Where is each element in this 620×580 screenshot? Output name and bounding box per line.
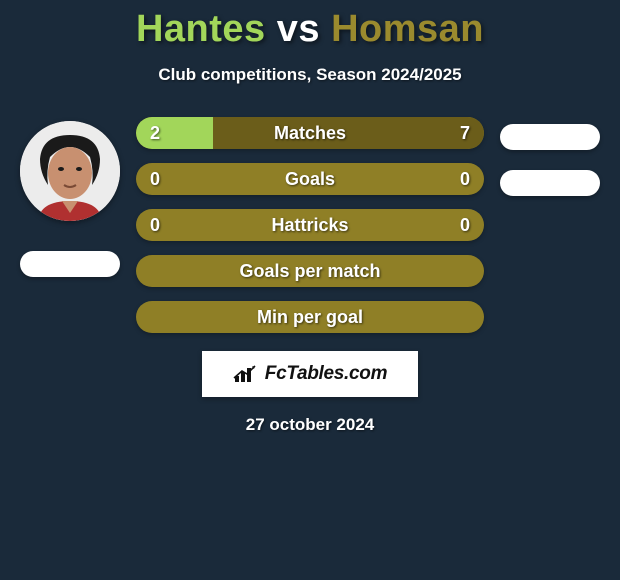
stat-bar: Goals per match: [136, 255, 484, 287]
date-text: 27 october 2024: [246, 415, 375, 435]
player2-column: [492, 117, 608, 333]
container: Hantes vs Homsan Club competitions, Seas…: [0, 0, 620, 435]
stat-bar: Min per goal: [136, 301, 484, 333]
bar-label: Hattricks: [136, 209, 484, 241]
brand-text: FcTables.com: [265, 363, 387, 385]
bar-value-left: 0: [150, 163, 160, 195]
title-vs: vs: [277, 8, 320, 50]
player1-avatar: [20, 121, 120, 221]
main-row: Matches27Goals00Hattricks00Goals per mat…: [0, 117, 620, 333]
bar-label: Goals per match: [136, 255, 484, 287]
stat-bar: Hattricks0 0: [136, 209, 484, 241]
stat-bar: Matches2 7: [136, 117, 484, 149]
player2-name-pill-1: [500, 124, 600, 150]
bar-label: Matches: [136, 117, 484, 149]
brand-box: FcTables.com: [202, 351, 418, 397]
page-title: Hantes vs Homsan: [136, 8, 484, 51]
bar-value-right: 0: [460, 163, 470, 195]
bar-label: Min per goal: [136, 301, 484, 333]
bar-label: Goals: [136, 163, 484, 195]
player1-column: [12, 117, 128, 333]
stat-bar: Goals0 0: [136, 163, 484, 195]
bar-value-right: 7: [460, 117, 470, 149]
stats-bars: Matches27Goals00Hattricks00Goals per mat…: [128, 117, 492, 333]
title-player2: Homsan: [331, 8, 484, 50]
bar-value-left: 0: [150, 209, 160, 241]
bar-chart-icon: [233, 364, 259, 384]
player1-name-pill: [20, 251, 120, 277]
player2-name-pill-2: [500, 170, 600, 196]
bar-value-left: 2: [150, 117, 160, 149]
title-player1: Hantes: [136, 8, 266, 50]
subtitle: Club competitions, Season 2024/2025: [158, 65, 461, 85]
bar-value-right: 0: [460, 209, 470, 241]
